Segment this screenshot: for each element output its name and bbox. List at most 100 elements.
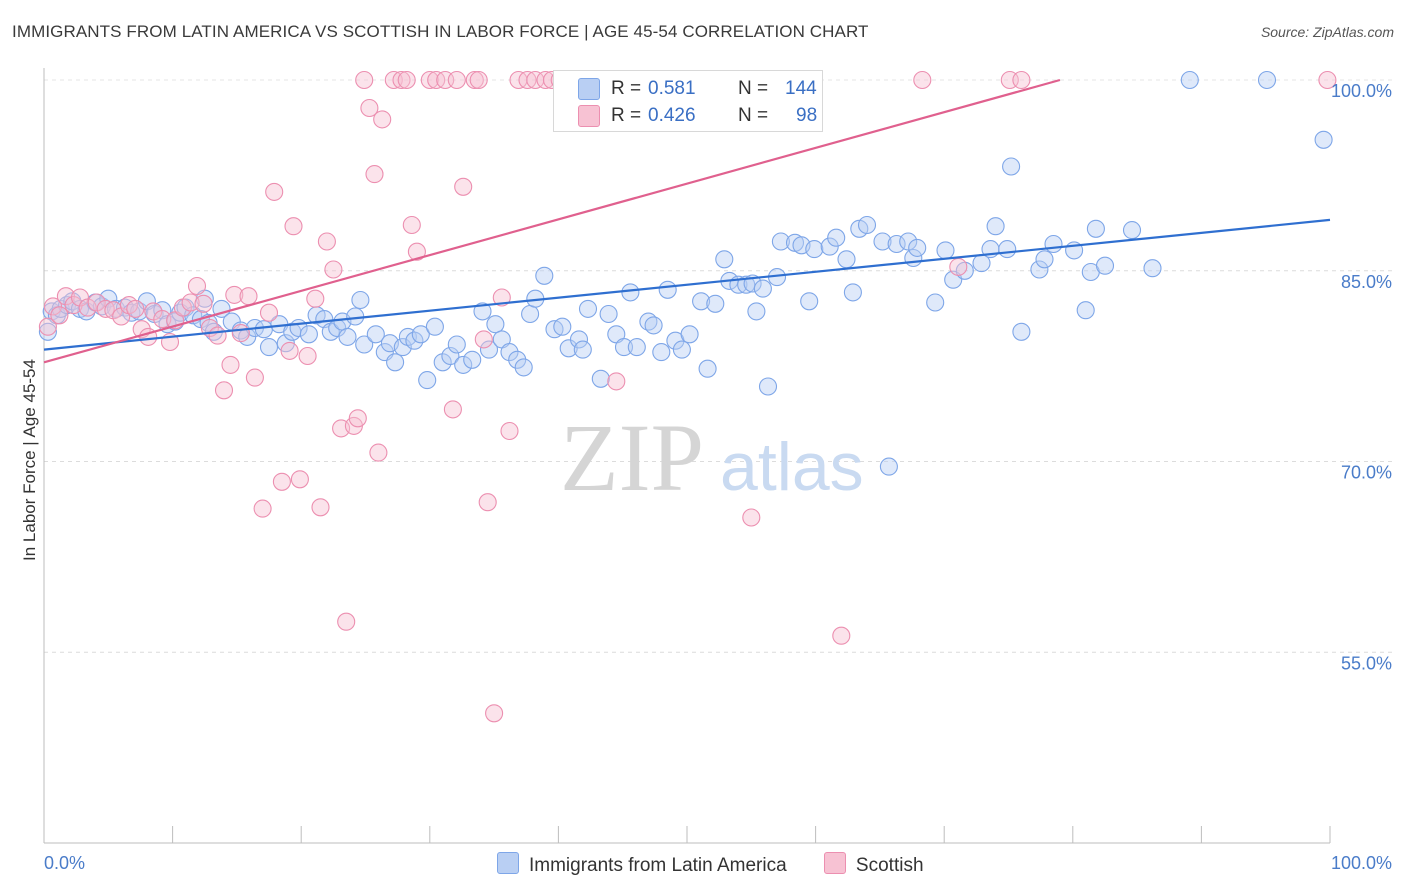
latin-america-point [1035, 250, 1054, 269]
scottish-point [78, 298, 97, 317]
latin-america-point [508, 350, 527, 369]
scottish-point [221, 355, 240, 374]
latin-america-point [771, 232, 790, 251]
latin-america-point [936, 241, 955, 260]
scottish-point [208, 326, 227, 345]
scottish-point [365, 165, 384, 184]
latin-america-point [899, 232, 918, 251]
legend-n-value: 144 [785, 78, 817, 99]
scottish-point [402, 215, 421, 235]
latin-america-point [578, 299, 598, 318]
scottish-point [1318, 70, 1337, 90]
scottish-point [64, 296, 83, 315]
scottish-point [272, 472, 291, 491]
latin-america-point [706, 294, 725, 313]
scottish-point [443, 400, 462, 419]
latin-america-point [441, 346, 460, 366]
legend-n-label: N = [738, 105, 769, 126]
latin-america-point [753, 279, 772, 298]
latin-america-point [514, 358, 533, 377]
zipatlas-watermark: ZIP atlas [560, 404, 864, 511]
latin-america-point [837, 250, 856, 269]
latin-america-point [386, 353, 405, 372]
y-tick-label: 85.0% [1341, 272, 1392, 292]
scottish-point [832, 626, 851, 645]
latin-america-point [411, 325, 430, 344]
latin-america-point [521, 304, 540, 324]
scottish-point [360, 98, 379, 118]
latin-america-point [559, 339, 578, 358]
scottish-point [231, 324, 250, 343]
latin-america-point [621, 283, 640, 302]
scottish-point [298, 346, 317, 366]
latin-america-point [879, 457, 898, 476]
legend-n-label: N = [738, 78, 769, 99]
legend-item-latin-america[interactable]: Immigrants from Latin America [497, 852, 787, 877]
scottish-point [259, 303, 279, 322]
latin-america-point [338, 327, 357, 346]
scottish-point [96, 299, 115, 318]
legend-item-scottish[interactable]: Scottish [823, 852, 924, 877]
latin-america-point [827, 228, 846, 247]
y-axis-title: In Labor Force | Age 45-54 [20, 359, 39, 561]
scottish-point [474, 330, 493, 349]
latin-america-point [658, 280, 677, 299]
latin-america-point [599, 304, 618, 324]
legend-r-value: 0.581 [648, 78, 696, 99]
scottish-point [485, 704, 504, 723]
x-tick-label: 100.0% [1331, 853, 1392, 873]
latin-america-point [99, 289, 118, 308]
scottish-point [369, 443, 388, 462]
latin-america-point [38, 322, 57, 341]
latin-america-point [259, 338, 279, 357]
scottish-point [187, 276, 207, 296]
gridlines [44, 79, 1395, 653]
scottish-point [153, 310, 172, 329]
legend-label: Scottish [855, 855, 924, 876]
latin-america-point [672, 340, 691, 359]
scottish-point [337, 612, 356, 631]
latin-america-point [355, 335, 374, 354]
latin-america-point [1122, 221, 1142, 240]
latin-america-point [591, 369, 610, 388]
latin-america-point [1012, 322, 1031, 341]
scottish-point [70, 288, 90, 307]
latin-america-point [652, 343, 671, 362]
scottish-point [290, 470, 309, 489]
scottish-point [324, 260, 343, 279]
scottish-point [126, 299, 145, 318]
scottish-point [392, 70, 411, 90]
latin-america-point [254, 320, 273, 339]
latin-america-point [1076, 301, 1095, 320]
scottish-point [913, 70, 932, 90]
latin-america-point [486, 315, 505, 334]
scottish-point [43, 297, 63, 316]
legend-n-value: 98 [796, 105, 818, 126]
scottish-point [478, 493, 497, 512]
latin-america-point [1002, 157, 1021, 176]
latin-america-point [500, 343, 519, 362]
scottish-point [384, 70, 403, 90]
latin-america-point [1030, 260, 1049, 279]
data-points [38, 70, 1337, 723]
scottish-point [492, 288, 511, 307]
legend-r-label: R = [611, 105, 642, 126]
x-tick-label: 0.0% [44, 853, 85, 873]
latin-america-point [1143, 259, 1162, 278]
tick-labels: 55.0% 70.0% 85.0% 100.0% 0.0% 100.0% [44, 81, 1392, 873]
latin-america-point [1257, 70, 1277, 90]
legend-swatch-scottish [823, 852, 846, 874]
latin-america-point [986, 217, 1005, 236]
latin-america-point [873, 232, 892, 251]
latin-america-point [887, 234, 906, 254]
latin-america-point [692, 292, 711, 311]
legend-label: Immigrants from Latin America [529, 855, 787, 876]
scottish-point [1012, 70, 1031, 90]
scottish-point [239, 287, 258, 306]
latin-america-point [1314, 130, 1333, 149]
scottish-point [253, 499, 272, 518]
scottish-point [407, 242, 426, 261]
scottish-point [214, 381, 234, 400]
latin-america-point [998, 240, 1017, 259]
